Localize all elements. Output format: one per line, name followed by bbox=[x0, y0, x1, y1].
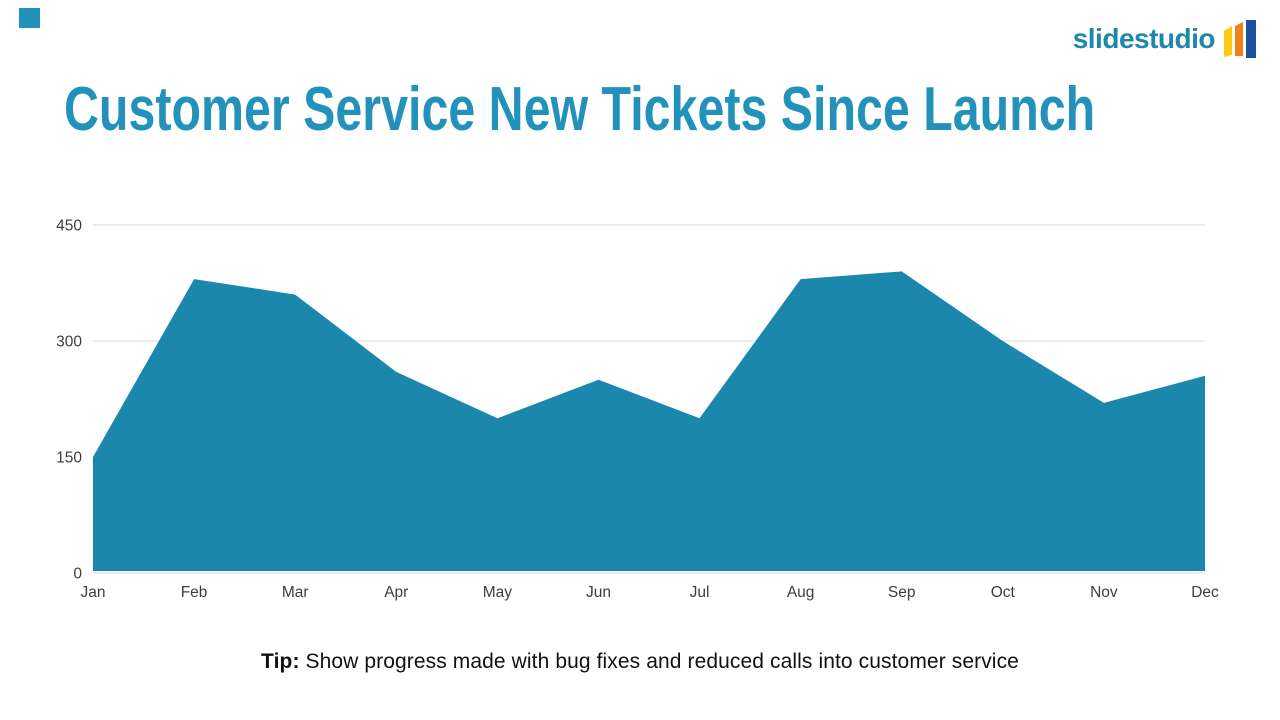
tip-text: Tip: Show progress made with bug fixes a… bbox=[0, 650, 1280, 674]
x-tick-label-Jun: Jun bbox=[586, 584, 611, 601]
x-tick-label-Feb: Feb bbox=[181, 584, 208, 601]
slide-bar-orange bbox=[1235, 22, 1243, 56]
x-tick-label-Mar: Mar bbox=[282, 584, 309, 601]
slide-bar-blue bbox=[1246, 20, 1256, 58]
x-tick-label-Sep: Sep bbox=[888, 584, 916, 601]
area-series-new-tickets bbox=[93, 271, 1205, 571]
logo-text: slidestudio bbox=[1072, 23, 1216, 54]
x-tick-label-Jan: Jan bbox=[81, 584, 106, 601]
slide-bar-yellow bbox=[1224, 26, 1232, 57]
logo: slidestudio bbox=[1073, 18, 1256, 60]
y-tick-label-0: 0 bbox=[73, 566, 82, 583]
y-tick-label-450: 450 bbox=[56, 218, 82, 235]
x-tick-label-May: May bbox=[483, 584, 513, 601]
slide-title: Customer Service New Tickets Since Launc… bbox=[64, 75, 1096, 144]
x-tick-label-Nov: Nov bbox=[1090, 584, 1118, 601]
corner-accent-square bbox=[19, 8, 40, 28]
x-tick-label-Apr: Apr bbox=[384, 584, 408, 601]
slides-fan-icon bbox=[1224, 20, 1256, 58]
x-tick-label-Aug: Aug bbox=[787, 584, 815, 601]
x-tick-label-Jul: Jul bbox=[690, 584, 710, 601]
y-tick-label-300: 300 bbox=[56, 334, 82, 351]
y-tick-label-150: 150 bbox=[56, 450, 82, 467]
tip-body: Show progress made with bug fixes and re… bbox=[299, 650, 1019, 673]
x-tick-label-Dec: Dec bbox=[1191, 584, 1219, 601]
tip-label: Tip: bbox=[261, 650, 300, 673]
x-tick-label-Oct: Oct bbox=[991, 584, 1016, 601]
